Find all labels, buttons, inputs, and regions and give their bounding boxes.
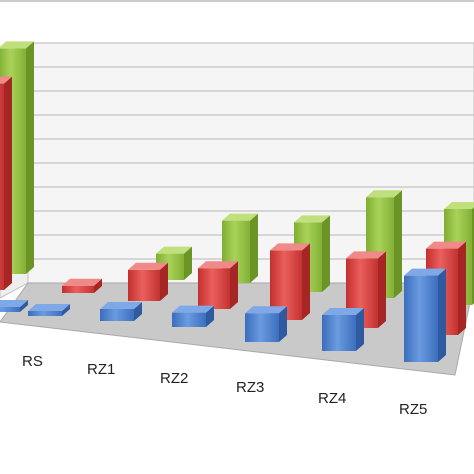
bar-top xyxy=(0,76,12,84)
bar xyxy=(322,308,364,351)
bar-top xyxy=(198,261,238,269)
category-label: RZ5 xyxy=(399,401,427,418)
bar-front xyxy=(172,312,206,327)
bar-front xyxy=(0,307,20,312)
bar-top xyxy=(366,190,402,198)
bar-top xyxy=(0,300,28,307)
bars xyxy=(0,41,474,362)
bar-side xyxy=(230,261,238,309)
bar-side xyxy=(378,251,386,328)
bar-top xyxy=(100,302,142,309)
bar-top xyxy=(245,306,287,314)
bar-side xyxy=(322,215,330,292)
bar-top xyxy=(156,246,192,254)
bar xyxy=(404,268,446,362)
bar xyxy=(62,278,102,293)
bar-top xyxy=(322,308,364,315)
bar xyxy=(198,261,238,309)
bar-front xyxy=(100,309,134,321)
bar xyxy=(128,262,168,301)
bar-side xyxy=(206,305,214,327)
bar xyxy=(28,304,70,316)
bar xyxy=(0,76,12,290)
bar-top xyxy=(62,278,102,286)
bar-top xyxy=(444,202,474,209)
category-label: RZ1 xyxy=(87,361,115,378)
bar-side xyxy=(184,246,192,280)
bar-front xyxy=(198,268,230,309)
category-label: RZ3 xyxy=(236,379,264,396)
bar-side xyxy=(356,308,364,351)
bar-top xyxy=(222,213,258,221)
bar-top xyxy=(404,268,446,276)
bar-side xyxy=(4,76,12,290)
bar-front xyxy=(0,83,4,290)
bar-side xyxy=(160,262,168,301)
bar-front xyxy=(404,275,438,362)
category-labels: RS RZ1 RZ2 RZ3 RZ4 RZ5 xyxy=(22,353,427,418)
bar xyxy=(245,306,287,342)
bar-side xyxy=(279,306,287,342)
category-label: RZ4 xyxy=(318,390,346,407)
bar-top xyxy=(128,262,168,270)
bar-front xyxy=(62,285,94,293)
bar-side xyxy=(458,241,466,335)
bar-front xyxy=(245,313,279,342)
bar-side xyxy=(26,41,34,275)
bar-top xyxy=(28,304,70,311)
category-label: RZ2 xyxy=(160,370,188,387)
bar-side xyxy=(94,278,102,293)
bar-side xyxy=(302,243,310,320)
bar xyxy=(0,300,28,312)
bar-top xyxy=(0,41,34,49)
bar xyxy=(172,305,214,327)
bar-front xyxy=(28,311,62,316)
bar-side xyxy=(250,213,258,283)
bar-side xyxy=(394,190,402,298)
bar-top xyxy=(270,243,310,251)
category-label: RS xyxy=(22,353,43,370)
bar-top xyxy=(172,305,214,313)
bar-front xyxy=(128,269,160,301)
bar-side xyxy=(62,304,70,316)
bar-front xyxy=(322,315,356,351)
bar-top xyxy=(294,215,330,223)
bar-top xyxy=(346,251,386,259)
bar xyxy=(100,302,142,321)
bar-side xyxy=(134,302,142,321)
bar-side xyxy=(438,268,446,362)
bar-top xyxy=(426,241,466,249)
bar-side xyxy=(20,300,28,312)
